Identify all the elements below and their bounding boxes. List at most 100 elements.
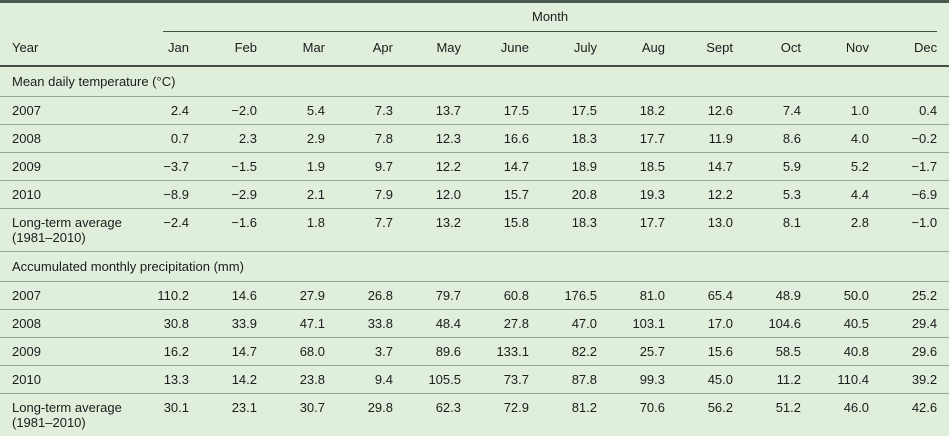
value-cell: 1.9 xyxy=(269,152,337,181)
value-cell: 65.4 xyxy=(677,281,745,310)
month-column-header: Apr xyxy=(337,32,405,67)
month-column-header: Jan xyxy=(133,32,201,67)
value-cell: 7.3 xyxy=(337,96,405,125)
month-column-header: Aug xyxy=(609,32,677,67)
value-cell: 81.2 xyxy=(571,400,597,415)
table-row: 2007 110.2 14.6 27.9 26.8 79.7 60.8 176.5 81.0 65… xyxy=(0,281,949,310)
month-group-spacer xyxy=(0,2,133,33)
value-cell: 39.2 xyxy=(881,365,949,394)
value-cell: 18.3 xyxy=(541,208,609,252)
value-cell: 3.7 xyxy=(337,337,405,366)
section-header-row: Mean daily temperature (°C) xyxy=(0,66,949,97)
table-row: 2007 2.4 −2.0 5.4 7.3 13.7 17.5 17.5 18.2 12.6 7.4… xyxy=(0,96,949,125)
value-cell: 27.9 xyxy=(269,281,337,310)
value-cell: 30.7 xyxy=(299,400,325,415)
value-cell: 18.2 xyxy=(609,96,677,125)
value-cell: 11.2 xyxy=(745,365,813,394)
value-cell: 11.9 xyxy=(677,124,745,153)
value-cell: 7.8 xyxy=(337,124,405,153)
value-cell: 42.6 xyxy=(911,400,938,415)
value-cell: 110.4 xyxy=(813,365,881,394)
value-cell: 7.7 xyxy=(337,208,405,252)
value-cell: 14.7 xyxy=(677,152,745,181)
value-cell: 13.2 xyxy=(405,208,473,252)
value-cell: 104.6 xyxy=(745,309,813,338)
value-cell: 27.8 xyxy=(473,309,541,338)
value-cell: 23.1 xyxy=(231,400,257,415)
value-cell: 26.8 xyxy=(337,281,405,310)
value-cell: 29.8 xyxy=(367,400,393,415)
value-cell: 0.7 xyxy=(133,124,201,153)
value-cell: 45.0 xyxy=(677,365,745,394)
month-column-header: Oct xyxy=(745,32,813,67)
value-cell: 17.7 xyxy=(609,124,677,153)
value-cell: 7.4 xyxy=(745,96,813,125)
value-cell: 12.6 xyxy=(677,96,745,125)
month-column-header: June xyxy=(473,32,541,67)
value-cell: 33.9 xyxy=(201,309,269,338)
table-row: 2009 −3.7 −1.5 1.9 9.7 12.2 14.7 18.9 18.5 14.7 5.… xyxy=(0,152,949,181)
value-cell: 70.6 xyxy=(639,400,665,415)
value-cell: 30.1 xyxy=(163,400,189,415)
value-cell: 17.5 xyxy=(541,96,609,125)
value-cell: 87.8 xyxy=(541,365,609,394)
value-cell: 14.6 xyxy=(201,281,269,310)
value-cell: 133.1 xyxy=(473,337,541,366)
value-cell: 9.4 xyxy=(337,365,405,394)
year-cell: 2007 xyxy=(0,281,133,310)
month-column-header: Mar xyxy=(269,32,337,67)
month-column-header: May xyxy=(405,32,473,67)
table-row: Long-term average (1981–2010) −2.4 −1.6 1.8 7… xyxy=(0,208,949,252)
year-cell: 2007 xyxy=(0,96,133,125)
value-cell: 29.4 xyxy=(881,309,949,338)
value-cell: 14.2 xyxy=(201,365,269,394)
year-cell: Long-term average (1981–2010) xyxy=(0,394,133,436)
value-cell: 58.5 xyxy=(745,337,813,366)
value-cell: 47.1 xyxy=(269,309,337,338)
month-column-header: Nov xyxy=(813,32,881,67)
value-cell: 15.8 xyxy=(473,208,541,252)
value-cell: 30.8 xyxy=(133,309,201,338)
value-cell: 25.7 xyxy=(609,337,677,366)
value-cell: 40.8 xyxy=(813,337,881,366)
value-cell: 4.4 xyxy=(813,180,881,209)
value-cell: 46.0 xyxy=(843,400,869,415)
value-cell: 13.0 xyxy=(677,208,745,252)
value-cell: 15.6 xyxy=(677,337,745,366)
value-cell: −0.2 xyxy=(881,124,949,153)
value-cell: 15.7 xyxy=(473,180,541,209)
value-cell: 82.2 xyxy=(541,337,609,366)
value-cell: 12.0 xyxy=(405,180,473,209)
value-cell: −2.4 xyxy=(133,208,201,252)
value-cell: 103.1 xyxy=(609,309,677,338)
table-row: 2010 13.3 14.2 23.8 9.4 105.5 73.7 87.8 99.3 45.0… xyxy=(0,365,949,394)
value-cell: −1.6 xyxy=(201,208,269,252)
section-header-row: Accumulated monthly precipitation (mm) xyxy=(0,251,949,282)
table-row: Long-term average (1981–2010) 30.1 23.1 30.7… xyxy=(0,394,949,436)
value-cell: −2.9 xyxy=(201,180,269,209)
value-cell: 51.2 xyxy=(775,400,801,415)
value-cell: 14.7 xyxy=(473,152,541,181)
value-cell: 12.2 xyxy=(405,152,473,181)
year-cell: 2008 xyxy=(0,124,133,153)
year-cell: 2009 xyxy=(0,152,133,181)
year-cell: 2009 xyxy=(0,337,133,366)
month-column-header: July xyxy=(541,32,609,67)
value-cell: 5.4 xyxy=(269,96,337,125)
section-title: Mean daily temperature (°C) xyxy=(0,66,949,97)
section-title: Accumulated monthly precipitation (mm) xyxy=(0,251,949,282)
value-cell: 5.9 xyxy=(745,152,813,181)
value-cell: 62.3 xyxy=(435,400,461,415)
value-cell: 0.4 xyxy=(881,96,949,125)
value-cell: 18.5 xyxy=(609,152,677,181)
value-cell: 56.2 xyxy=(707,400,733,415)
value-cell: −8.9 xyxy=(133,180,201,209)
value-cell: 50.0 xyxy=(813,281,881,310)
year-cell: 2008 xyxy=(0,309,133,338)
value-cell: 17.0 xyxy=(677,309,745,338)
year-cell-line2: (1981–2010) xyxy=(12,415,86,430)
value-cell: 79.7 xyxy=(405,281,473,310)
value-cell: 17.7 xyxy=(609,208,677,252)
value-cell: 17.5 xyxy=(473,96,541,125)
